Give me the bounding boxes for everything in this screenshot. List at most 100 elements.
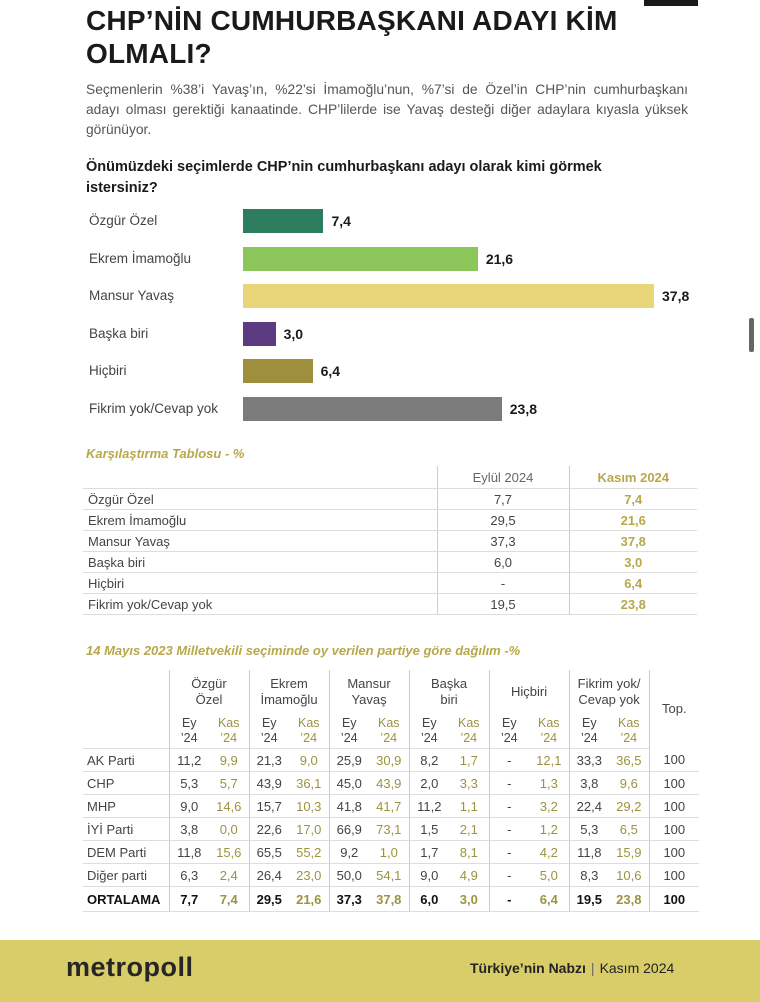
distribution-cell: 1,2 — [529, 817, 570, 841]
party-label: MHP — [83, 794, 169, 818]
sub-header-kas: Kas ’24 — [609, 714, 650, 749]
footer-band — [0, 940, 760, 1002]
distribution-cell: 45,0 — [328, 771, 370, 795]
distribution-cell: - — [488, 817, 530, 841]
comparison-row-label: Fikrim yok/Cevap yok — [83, 593, 437, 615]
candidate-group-header: Ekrem İmamoğlu — [248, 670, 330, 714]
distribution-cell: 29,2 — [609, 794, 650, 818]
distribution-cell: 1,7 — [449, 748, 490, 772]
distribution-cell: 21,6 — [289, 886, 330, 912]
distribution-cell: 15,7 — [248, 794, 289, 818]
comparison-row: Mansur Yavaş 37,3 37,8 — [83, 530, 697, 552]
sub-ey-text: Ey — [181, 716, 197, 730]
distribution-cell: 33,3 — [568, 748, 610, 772]
party-row: AK Parti 11,2 9,9 21,3 9,0 25,9 30,9 8,2 1,7-12,… — [83, 748, 700, 772]
comparison-row-label: Ekrem İmamoğlu — [83, 509, 437, 531]
distribution-cell: 41,8 — [328, 794, 370, 818]
intro-paragraph: Seçmenlerin %38’i Yavaş’ın, %22’si İmamo… — [86, 82, 688, 137]
comparison-eylul-value: 19,5 — [436, 593, 569, 615]
sub-header-ey: Ey ’24 — [488, 714, 530, 749]
comparison-header-blank — [83, 466, 437, 489]
distribution-cell: 9,0 — [408, 863, 450, 887]
comparison-eylul-value: - — [436, 572, 569, 594]
comparison-eylul-value: 37,3 — [436, 530, 569, 552]
distribution-cell: 3,3 — [449, 771, 490, 795]
group-line1: Hiçbiri — [510, 684, 548, 699]
metropoll-logo: metropoll — [66, 952, 194, 982]
comparison-table-title: Karşılaştırma Tablosu - % — [86, 446, 245, 461]
distribution-cell: 9,2 — [328, 840, 370, 864]
distribution-cell: 65,5 — [248, 840, 289, 864]
group-line2: Özel — [195, 692, 223, 707]
comparison-kasim-value: 21,6 — [568, 509, 697, 531]
distribution-cell: 0,0 — [209, 817, 249, 841]
distribution-cell: 10,3 — [289, 794, 330, 818]
distribution-cell: 3,8 — [568, 771, 610, 795]
distribution-cell: 11,2 — [168, 748, 209, 772]
distribution-table: Özgür Özel Ekrem İmamoğlu Mansur Yavaş Başka bi… — [83, 670, 700, 912]
sub-year-text: ’24 — [180, 731, 198, 745]
comparison-row: Başka biri 6,0 3,0 — [83, 551, 697, 573]
distribution-cell: 30,9 — [369, 748, 410, 772]
row-total: 100 — [648, 863, 700, 887]
distribution-cell: 10,6 — [609, 863, 650, 887]
row-total: 100 — [648, 886, 700, 912]
candidate-group-header: Özgür Özel — [168, 670, 249, 714]
group-line2: İmamoğlu — [260, 692, 318, 707]
bar-value-label: 21,6 — [485, 250, 514, 267]
sub-header-kas: Kas ’24 — [529, 714, 570, 749]
party-label: İYİ Parti — [83, 817, 169, 841]
comparison-header-row: Eylül 2024 Kasım 2024 — [83, 466, 697, 489]
distribution-cell: 12,1 — [529, 748, 570, 772]
comparison-row-label: Mansur Yavaş — [83, 530, 437, 552]
bar-category-label: Başka biri — [89, 325, 149, 341]
sub-year-text: ’24 — [500, 731, 518, 745]
party-row: MHP 9,0 14,6 15,7 10,3 41,8 41,7 11,2 1,1-3,2 22,… — [83, 794, 700, 818]
sub-ey-text: Ey — [502, 716, 517, 730]
tagline-separator: | — [590, 960, 595, 976]
party-label: ORTALAMA — [83, 886, 169, 912]
distribution-cell: 23,8 — [609, 886, 650, 912]
distribution-cell: 9,9 — [209, 748, 249, 772]
distribution-subheader-blank — [83, 714, 169, 749]
distribution-cell: 36,5 — [609, 748, 650, 772]
distribution-cell: - — [488, 748, 530, 772]
sub-year-text: ’24 — [300, 731, 318, 745]
scrollbar-thumb[interactable] — [749, 318, 754, 352]
comparison-row-label: Başka biri — [83, 551, 437, 573]
distribution-cell: 5,0 — [529, 863, 570, 887]
row-total: 100 — [648, 817, 700, 841]
distribution-cell: - — [488, 886, 530, 912]
sub-header-kas: Kas ’24 — [289, 714, 330, 749]
sub-header-ey: Ey ’24 — [248, 714, 289, 749]
distribution-header-blank — [83, 670, 169, 714]
candidate-group-header: Mansur Yavaş — [328, 670, 410, 714]
distribution-cell: 1,0 — [369, 840, 410, 864]
distribution-cell: 5,3 — [168, 771, 209, 795]
sub-header-ey: Ey ’24 — [568, 714, 610, 749]
comparison-table: Eylül 2024 Kasım 2024 Özgür Özel 7,7 7,4 Ek… — [83, 466, 697, 615]
sub-header-ey: Ey ’24 — [168, 714, 209, 749]
sub-year-text: ’24 — [460, 731, 478, 745]
distribution-cell: 15,6 — [209, 840, 249, 864]
group-line2: Cevap yok — [578, 692, 640, 707]
party-label: Diğer parti — [83, 863, 169, 887]
distribution-cell: - — [488, 771, 530, 795]
comparison-eylul-value: 29,5 — [436, 509, 569, 531]
comparison-row: Fikrim yok/Cevap yok 19,5 23,8 — [83, 593, 697, 615]
candidate-group-header: Hiçbiri — [488, 670, 570, 714]
distribution-cell: 54,1 — [369, 863, 410, 887]
distribution-cell: 2,0 — [408, 771, 450, 795]
comparison-row: Ekrem İmamoğlu 29,5 21,6 — [83, 509, 697, 531]
distribution-cell: 26,4 — [248, 863, 289, 887]
corner-tab — [644, 0, 698, 6]
group-line1: Özgür — [191, 676, 227, 691]
distribution-cell: 8,3 — [568, 863, 610, 887]
distribution-cell: 15,9 — [609, 840, 650, 864]
distribution-cell: 50,0 — [328, 863, 370, 887]
comparison-kasim-value: 37,8 — [568, 530, 697, 552]
bar-category-label: Özgür Özel — [89, 213, 158, 228]
distribution-cell: - — [488, 863, 530, 887]
distribution-cell: 55,2 — [289, 840, 330, 864]
group-line1: Ekrem — [270, 676, 308, 691]
